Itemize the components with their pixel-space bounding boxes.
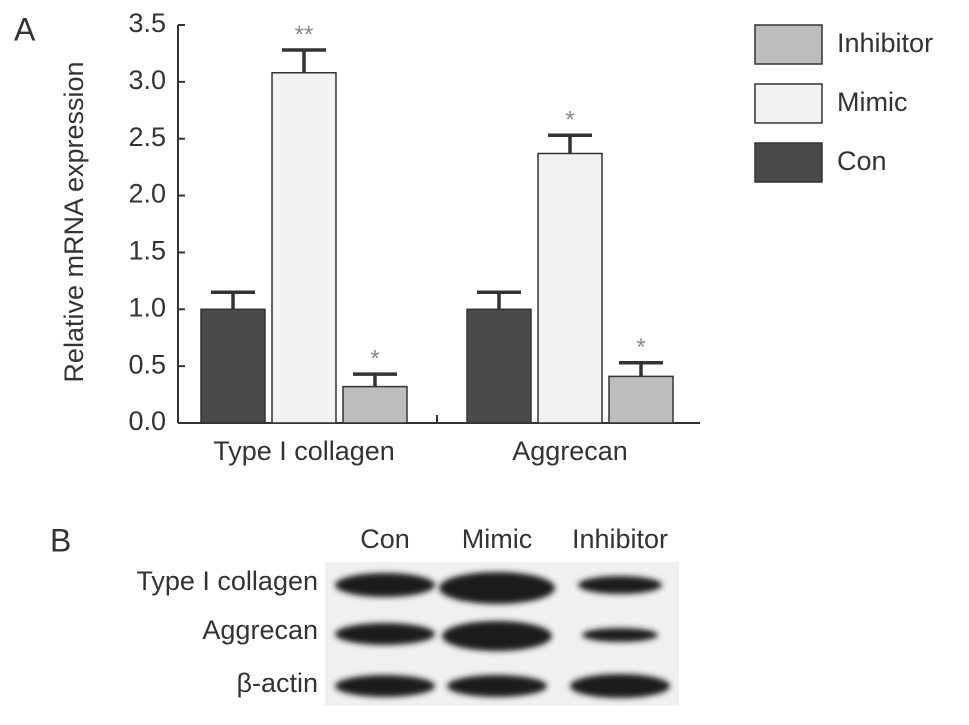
blot-image xyxy=(325,562,679,706)
y-tick-label: 1.0 xyxy=(128,292,166,322)
legend-label: Mimic xyxy=(837,87,907,117)
x-tick-label: Type I collagen xyxy=(213,436,395,466)
legend-swatch xyxy=(754,142,823,183)
blot-column-label: Con xyxy=(360,524,410,554)
significance-label: * xyxy=(370,345,379,372)
significance-label: * xyxy=(636,334,645,361)
y-axis-label: Relative mRNA expression xyxy=(59,61,89,382)
significance-label: ** xyxy=(295,21,314,48)
legend-swatch xyxy=(754,24,823,65)
bar xyxy=(608,375,674,424)
bar xyxy=(466,308,532,424)
bar xyxy=(271,72,337,424)
significance-label: * xyxy=(565,107,574,134)
panel-label: A xyxy=(14,11,36,47)
y-tick-label: 3.0 xyxy=(128,65,166,95)
y-tick-label: 2.5 xyxy=(128,122,166,152)
panel-label: B xyxy=(50,522,71,558)
bar xyxy=(537,152,603,424)
blot-row-label: Aggrecan xyxy=(202,615,318,645)
blot-row-label: Type I collagen xyxy=(136,566,318,596)
legend-label: Inhibitor xyxy=(837,28,933,58)
bar xyxy=(342,385,408,424)
x-tick-label: Aggrecan xyxy=(512,436,628,466)
error-bar xyxy=(619,360,663,377)
y-tick-label: 1.5 xyxy=(128,236,166,266)
blot-column-label: Mimic xyxy=(462,524,532,554)
y-tick-label: 0.5 xyxy=(128,349,166,379)
error-bar xyxy=(548,133,592,154)
bar xyxy=(200,308,266,424)
legend-label: Con xyxy=(837,146,887,176)
error-bar xyxy=(477,290,521,310)
error-bar xyxy=(282,48,326,73)
blot-row-label: β-actin xyxy=(236,668,318,698)
y-tick-label: 2.0 xyxy=(128,179,166,209)
error-bar xyxy=(353,372,397,387)
error-bar xyxy=(211,290,255,310)
y-tick-label: 3.5 xyxy=(128,8,166,38)
legend-swatch xyxy=(754,83,823,124)
y-tick-label: 0.0 xyxy=(128,406,166,436)
blot-column-label: Inhibitor xyxy=(572,524,668,554)
